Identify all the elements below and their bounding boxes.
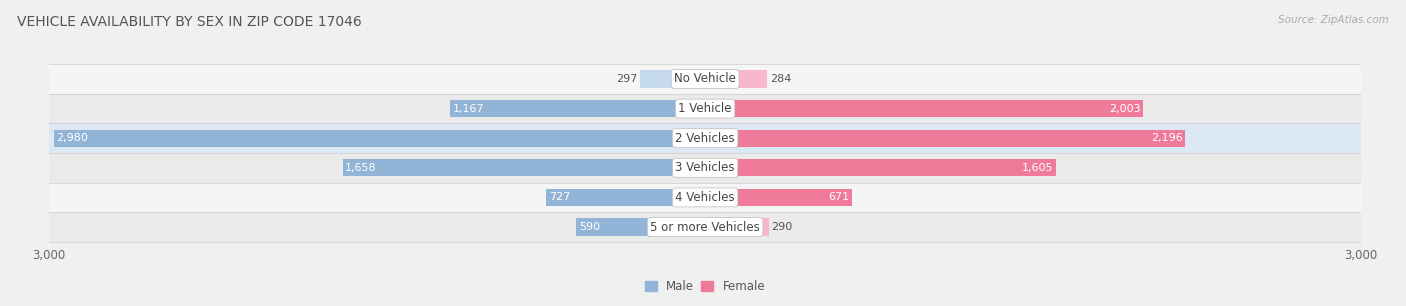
- Text: 2,003: 2,003: [1109, 103, 1140, 114]
- Bar: [706, 130, 1185, 147]
- Bar: [546, 189, 706, 206]
- Bar: [49, 94, 1361, 123]
- Text: 1 Vehicle: 1 Vehicle: [678, 102, 733, 115]
- Text: 290: 290: [770, 222, 793, 232]
- Text: 1,167: 1,167: [453, 103, 484, 114]
- Bar: [706, 100, 1143, 117]
- Text: 3 Vehicles: 3 Vehicles: [675, 161, 735, 174]
- Bar: [49, 183, 1361, 212]
- Bar: [53, 130, 706, 147]
- Text: No Vehicle: No Vehicle: [673, 73, 737, 85]
- Legend: Male, Female: Male, Female: [640, 275, 770, 298]
- Bar: [49, 123, 1361, 153]
- Text: 2,980: 2,980: [56, 133, 89, 143]
- Bar: [576, 218, 706, 236]
- Bar: [706, 189, 852, 206]
- Bar: [706, 159, 1056, 176]
- Bar: [450, 100, 706, 117]
- Text: 2,196: 2,196: [1152, 133, 1182, 143]
- Text: 1,658: 1,658: [346, 163, 377, 173]
- Text: 4 Vehicles: 4 Vehicles: [675, 191, 735, 204]
- Text: VEHICLE AVAILABILITY BY SEX IN ZIP CODE 17046: VEHICLE AVAILABILITY BY SEX IN ZIP CODE …: [17, 15, 361, 29]
- Bar: [706, 218, 769, 236]
- Text: 2 Vehicles: 2 Vehicles: [675, 132, 735, 145]
- Text: 1,605: 1,605: [1022, 163, 1053, 173]
- Bar: [343, 159, 706, 176]
- Text: 297: 297: [616, 74, 637, 84]
- Bar: [49, 212, 1361, 242]
- Bar: [49, 153, 1361, 183]
- Text: Source: ZipAtlas.com: Source: ZipAtlas.com: [1278, 15, 1389, 25]
- Text: 671: 671: [828, 192, 849, 203]
- Bar: [706, 70, 768, 88]
- Text: 5 or more Vehicles: 5 or more Vehicles: [650, 221, 761, 233]
- Text: 727: 727: [548, 192, 571, 203]
- Bar: [49, 64, 1361, 94]
- Text: 590: 590: [579, 222, 600, 232]
- Text: 284: 284: [770, 74, 792, 84]
- Bar: [640, 70, 706, 88]
